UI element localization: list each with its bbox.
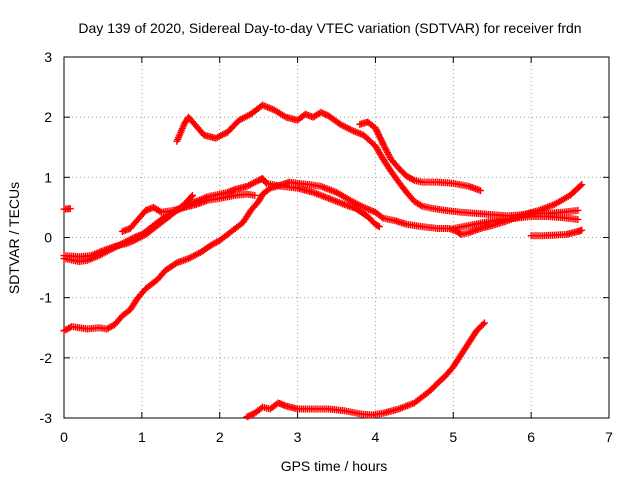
data-series-s9	[527, 226, 586, 240]
x-tick-label: 7	[605, 429, 613, 445]
y-tick-label: 1	[44, 169, 52, 185]
data-point	[246, 411, 254, 419]
data-point	[417, 201, 425, 209]
data-series-s3	[60, 191, 196, 261]
data-point	[376, 134, 384, 142]
data-point	[251, 191, 259, 199]
data-point	[574, 215, 582, 223]
data-point	[375, 130, 383, 138]
y-tick-label: 3	[44, 49, 52, 65]
y-tick-label: -3	[40, 410, 53, 426]
data-point	[479, 320, 487, 328]
data-point	[576, 182, 584, 190]
y-tick-label: -1	[40, 290, 53, 306]
data-point	[188, 191, 196, 199]
y-tick-label: -2	[40, 350, 53, 366]
data-point	[248, 411, 256, 419]
data-point	[320, 110, 328, 118]
x-tick-labels: 0 1 2 3 4 5 6 7	[60, 429, 613, 445]
chart-title: Day 139 of 2020, Sidereal Day-to-day VTE…	[78, 20, 581, 36]
data-point	[245, 412, 253, 420]
data-point	[409, 175, 417, 183]
data-point	[187, 193, 195, 201]
data-point	[66, 205, 74, 213]
data-series-s6	[356, 118, 485, 195]
data-series-s4	[118, 190, 259, 235]
y-tick-label: 0	[44, 230, 52, 246]
data-point	[377, 135, 385, 143]
x-tick-label: 5	[449, 429, 457, 445]
x-tick-label: 6	[527, 429, 535, 445]
data-series-s8	[449, 212, 582, 232]
data-point	[372, 126, 380, 134]
data-points	[60, 101, 586, 421]
data-point	[375, 223, 383, 231]
data-point	[374, 222, 382, 230]
x-tick-label: 3	[294, 429, 302, 445]
data-point	[373, 127, 381, 135]
data-point	[318, 109, 326, 117]
data-point	[477, 187, 485, 195]
data-point	[322, 111, 330, 119]
data-point	[378, 213, 386, 221]
x-axis-label: GPS time / hours	[281, 458, 388, 474]
data-point	[374, 129, 382, 137]
data-point	[578, 226, 586, 234]
data-series-s10	[243, 319, 488, 421]
x-tick-label: 2	[216, 429, 224, 445]
data-point	[243, 413, 251, 421]
data-point	[171, 260, 179, 268]
data-point	[375, 132, 383, 140]
data-point	[574, 206, 582, 214]
data-point	[480, 319, 488, 327]
data-point	[378, 137, 386, 145]
y-tick-label: 2	[44, 109, 52, 125]
x-tick-label: 4	[372, 429, 380, 445]
y-axis-label: SDTVAR / TECUs	[6, 182, 22, 294]
data-series-s1	[60, 205, 74, 213]
x-tick-label: 1	[138, 429, 146, 445]
data-point	[578, 181, 586, 189]
axes	[63, 56, 610, 419]
data-point	[317, 108, 325, 116]
x-tick-label: 0	[60, 429, 68, 445]
y-tick-labels: -3 -2 -1 0 1 2 3	[40, 49, 53, 426]
data-point	[371, 124, 379, 132]
